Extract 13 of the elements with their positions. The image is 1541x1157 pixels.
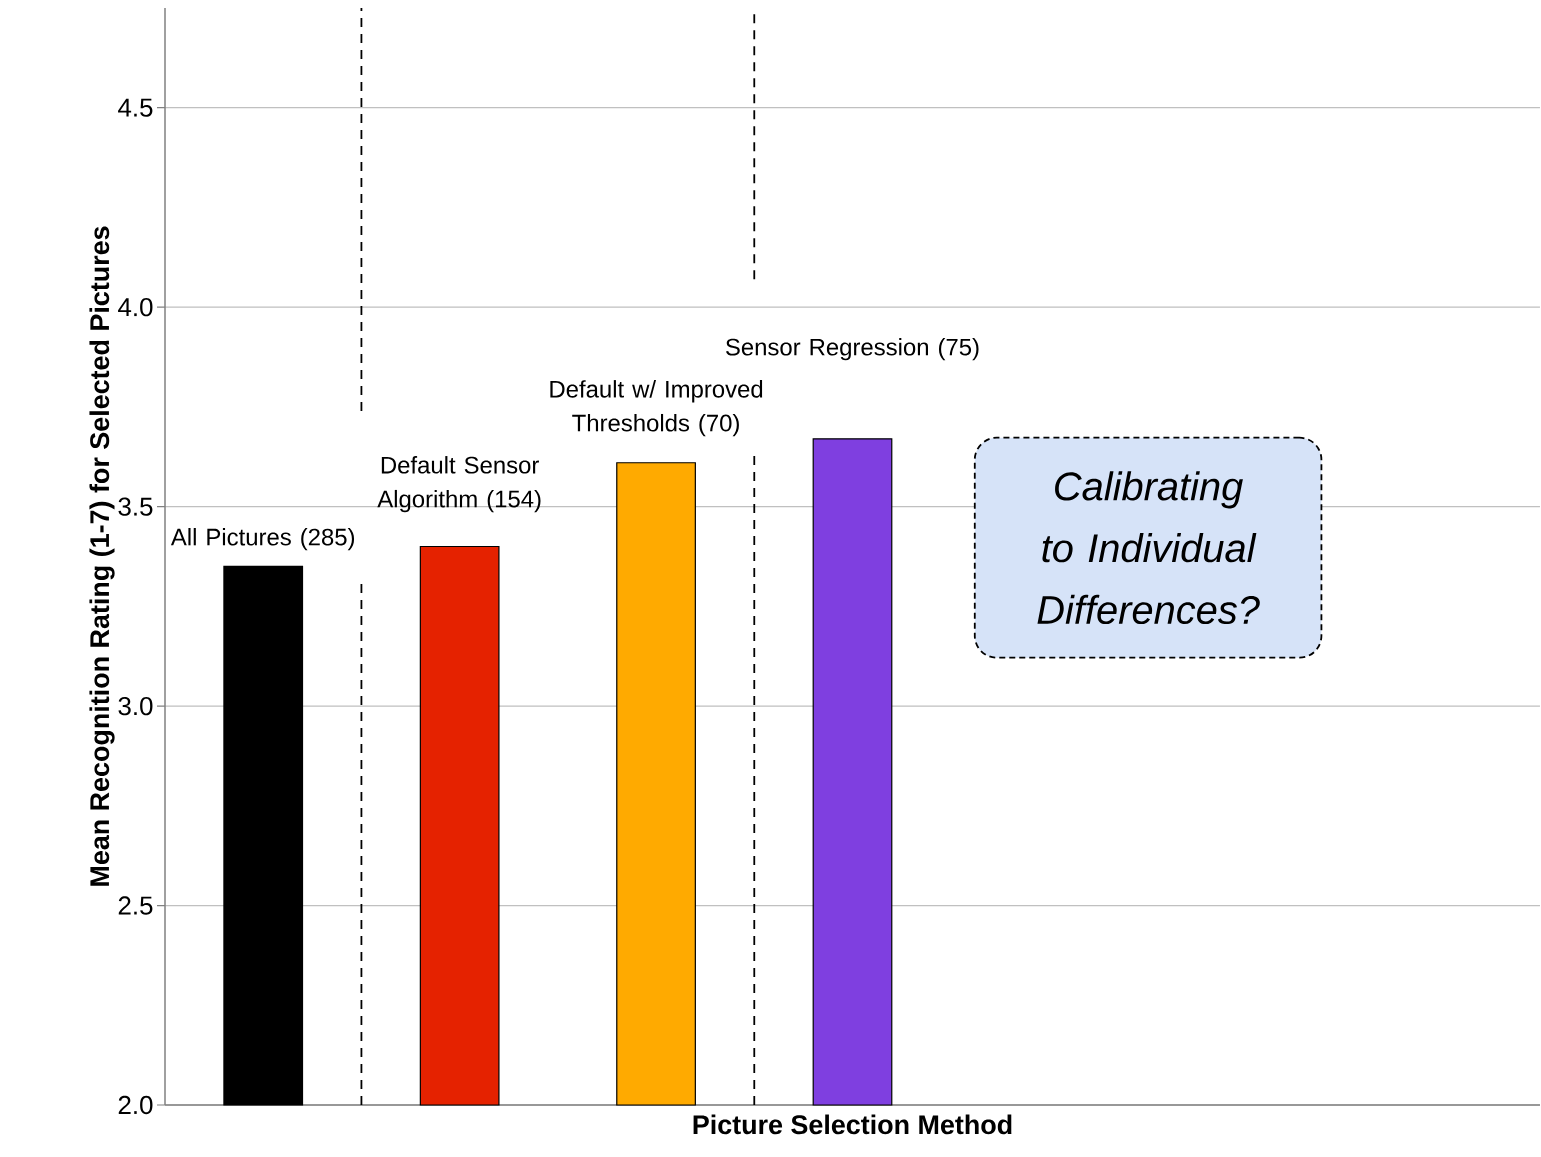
y-tick-label: 4.5 <box>118 98 153 117</box>
y-axis-title: Mean Recognition Rating (1-7) for Selected Pictures <box>89 226 115 886</box>
y-tick-label: 2.0 <box>118 1095 153 1115</box>
y-tick-label: 3.5 <box>118 497 153 516</box>
x-axis-title: Picture Selection Method <box>693 1114 1012 1135</box>
x-tick-label: Sensor Regression (75) <box>725 338 979 361</box>
x-tick-label: All Pictures (285) <box>170 527 355 551</box>
annotation: Calibrating to Individual Differences? <box>1037 471 1260 625</box>
y-tick-label: 3.0 <box>118 696 153 716</box>
y-tick-label: 2.5 <box>118 896 153 915</box>
x-tick-label: Default Sensor Algorithm (154) <box>377 456 541 513</box>
y-tick-label: 4.0 <box>118 297 153 317</box>
x-tick-label: Default w/ Improved Thresholds (70) <box>550 380 763 437</box>
